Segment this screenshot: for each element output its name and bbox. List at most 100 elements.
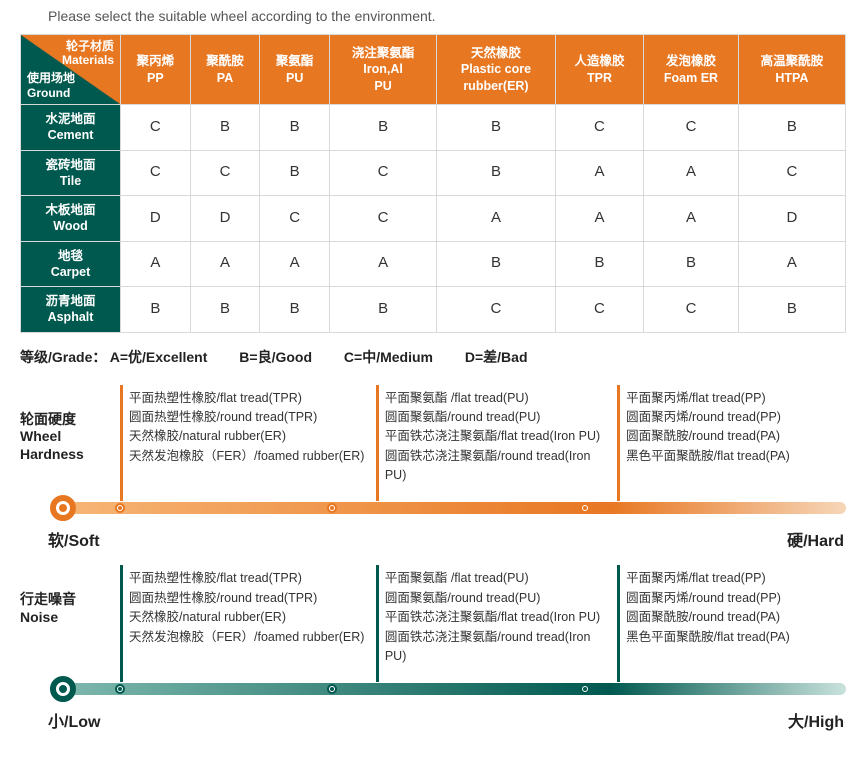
material-header: 高温聚酰胺HTPA xyxy=(738,35,845,105)
material-header: 聚丙烯PP xyxy=(121,35,191,105)
grade-item: B=良/Good xyxy=(239,349,312,365)
grade-cell: C xyxy=(330,150,437,196)
grade-cell: B xyxy=(437,150,556,196)
grade-cell: D xyxy=(190,196,260,242)
material-header: 浇注聚氨酯Iron,AlPU xyxy=(330,35,437,105)
corner-header: 轮子材质 Materials 使用场地 Ground xyxy=(21,35,121,105)
grade-legend: 等级/Grade： A=优/Excellent B=良/Good C=中/Med… xyxy=(20,347,846,367)
scale-knob-icon xyxy=(50,676,76,702)
grade-cell: C xyxy=(330,196,437,242)
scale-left-label: 软/Soft xyxy=(48,527,100,551)
grade-cell: C xyxy=(437,287,556,333)
corner-bot-en: Ground xyxy=(27,86,70,100)
tick-line xyxy=(617,565,620,682)
corner-bot-cn: 使用场地 xyxy=(27,71,75,85)
grade-cell: C xyxy=(121,105,191,151)
grade-cell: B xyxy=(260,287,330,333)
grade-cell: A xyxy=(260,241,330,287)
grade-item: C=中/Medium xyxy=(344,349,433,365)
tick-line xyxy=(376,565,379,682)
grade-cell: B xyxy=(260,150,330,196)
grade-cell: C xyxy=(260,196,330,242)
material-header: 聚氨酯PU xyxy=(260,35,330,105)
ground-header: 瓷砖地面Tile xyxy=(21,150,121,196)
grade-cell: A xyxy=(190,241,260,287)
grade-cell: A xyxy=(644,196,739,242)
grade-cell: A xyxy=(121,241,191,287)
ground-header: 沥青地面Asphalt xyxy=(21,287,121,333)
scale-columns: 平面热塑性橡胶/flat tread(TPR)圆面热塑性橡胶/round tre… xyxy=(115,389,846,494)
scale-entry: 圆面热塑性橡胶/round tread(TPR) xyxy=(129,589,371,608)
grade-item: D=差/Bad xyxy=(465,349,528,365)
scale-entry: 黑色平面聚酰胺/flat tread(PA) xyxy=(626,628,846,647)
scale-entry: 天然橡胶/natural rubber(ER) xyxy=(129,608,371,627)
tick-line xyxy=(120,565,123,682)
scale-entry: 平面铁芯浇注聚氨酯/flat tread(Iron PU) xyxy=(385,608,612,627)
grade-cell: A xyxy=(738,241,845,287)
material-header: 人造橡胶TPR xyxy=(555,35,643,105)
ground-header: 木板地面Wood xyxy=(21,196,121,242)
grade-cell: A xyxy=(644,150,739,196)
scale-entry: 平面聚氨酯 /flat tread(PU) xyxy=(385,569,612,588)
grade-cell: B xyxy=(738,287,845,333)
scale-right-label: 大/High xyxy=(788,708,844,732)
intro-text: Please select the suitable wheel accordi… xyxy=(20,8,846,24)
scale-column: 平面聚丙烯/flat tread(PP)圆面聚丙烯/round tread(PP… xyxy=(612,569,846,674)
scale-entry: 天然橡胶/natural rubber(ER) xyxy=(129,427,371,446)
scale-entry: 天然发泡橡胶（FER）/foamed rubber(ER) xyxy=(129,447,371,466)
grade-cell: B xyxy=(437,241,556,287)
grade-cell: B xyxy=(190,105,260,151)
scale-entry: 圆面聚氨酯/round tread(PU) xyxy=(385,589,612,608)
corner-top-cn: 轮子材质 xyxy=(66,39,114,53)
grade-cell: A xyxy=(330,241,437,287)
grade-cell: B xyxy=(644,241,739,287)
grade-cell: A xyxy=(555,196,643,242)
grade-cell: B xyxy=(738,105,845,151)
material-header: 发泡橡胶Foam ER xyxy=(644,35,739,105)
scale-entry: 圆面聚酰胺/round tread(PA) xyxy=(626,608,846,627)
grade-cell: B xyxy=(121,287,191,333)
grade-cell: C xyxy=(738,150,845,196)
scale-ends: 小/Low 大/High xyxy=(20,708,846,732)
scale-title: 轮面硬度WheelHardness xyxy=(20,411,115,464)
grade-cell: A xyxy=(437,196,556,242)
scale-column: 平面聚氨酯 /flat tread(PU)圆面聚氨酯/round tread(P… xyxy=(371,389,612,494)
scale-block: 轮面硬度WheelHardness平面热塑性橡胶/flat tread(TPR)… xyxy=(20,389,846,552)
grade-cell: C xyxy=(121,150,191,196)
grade-cell: D xyxy=(738,196,845,242)
tick-line xyxy=(376,385,379,502)
grade-cell: B xyxy=(437,105,556,151)
grade-cell: C xyxy=(190,150,260,196)
scale-entry: 平面热塑性橡胶/flat tread(TPR) xyxy=(129,569,371,588)
tick-line xyxy=(617,385,620,502)
scale-left-label: 小/Low xyxy=(48,708,100,732)
scale-column: 平面热塑性橡胶/flat tread(TPR)圆面热塑性橡胶/round tre… xyxy=(115,569,371,674)
grade-cell: B xyxy=(190,287,260,333)
scale-entry: 圆面铁芯浇注聚氨酯/round tread(Iron PU) xyxy=(385,628,612,667)
grade-cell: B xyxy=(330,105,437,151)
scale-entry: 圆面聚酰胺/round tread(PA) xyxy=(626,427,846,446)
scale-columns: 平面热塑性橡胶/flat tread(TPR)圆面热塑性橡胶/round tre… xyxy=(115,569,846,674)
material-header: 天然橡胶Plastic corerubber(ER) xyxy=(437,35,556,105)
grade-cell: D xyxy=(121,196,191,242)
grade-prefix: 等级/Grade： xyxy=(20,349,106,365)
scale-entry: 平面铁芯浇注聚氨酯/flat tread(Iron PU) xyxy=(385,427,612,446)
scale-entry: 圆面聚丙烯/round tread(PP) xyxy=(626,408,846,427)
scale-knob-icon xyxy=(50,495,76,521)
grade-cell: B xyxy=(260,105,330,151)
scale-right-label: 硬/Hard xyxy=(787,527,844,551)
grade-cell: A xyxy=(555,150,643,196)
scale-column: 平面聚丙烯/flat tread(PP)圆面聚丙烯/round tread(PP… xyxy=(612,389,846,494)
scale-entry: 天然发泡橡胶（FER）/foamed rubber(ER) xyxy=(129,628,371,647)
scale-column: 平面热塑性橡胶/flat tread(TPR)圆面热塑性橡胶/round tre… xyxy=(115,389,371,494)
scale-entry: 平面聚丙烯/flat tread(PP) xyxy=(626,569,846,588)
tick-line xyxy=(120,385,123,502)
ground-header: 地毯Carpet xyxy=(21,241,121,287)
scale-block: 行走噪音Noise平面热塑性橡胶/flat tread(TPR)圆面热塑性橡胶/… xyxy=(20,569,846,732)
materials-table: 轮子材质 Materials 使用场地 Ground 聚丙烯PP聚酰胺PA聚氨酯… xyxy=(20,34,846,333)
scale-column: 平面聚氨酯 /flat tread(PU)圆面聚氨酯/round tread(P… xyxy=(371,569,612,674)
scale-bar xyxy=(20,678,846,700)
grade-cell: C xyxy=(555,105,643,151)
grade-cell: C xyxy=(644,105,739,151)
scale-entry: 圆面聚丙烯/round tread(PP) xyxy=(626,589,846,608)
